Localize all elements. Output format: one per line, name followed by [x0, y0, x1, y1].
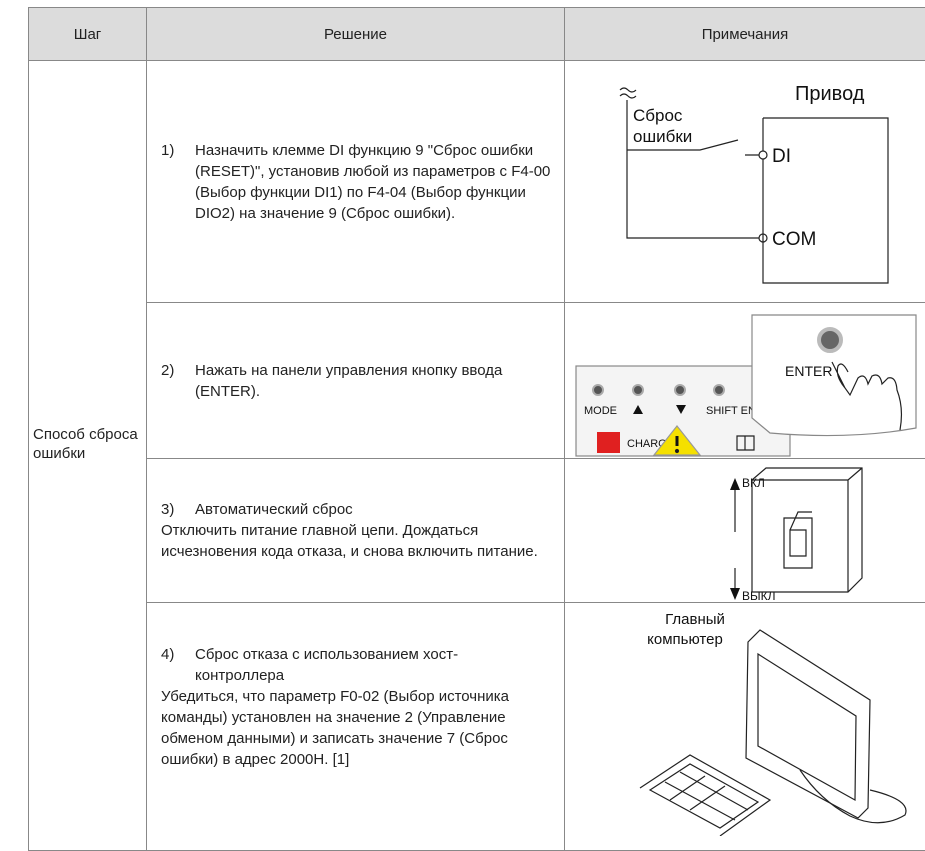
solution-cell: 2) Нажать на панели управления кнопку вво… [147, 303, 565, 459]
item-title: Нажать на панели управления кнопку ввода… [195, 361, 503, 400]
note-cell [565, 459, 925, 603]
item-number: 1) [161, 141, 175, 159]
header-cell: Решение [147, 7, 565, 61]
drive-figure: Привод Сброс ошибки DI COM [619, 83, 889, 284]
item: 3) Автоматический сброс [161, 499, 552, 520]
item-text: Отключить питание главной цепи. Дождатьс… [161, 522, 538, 560]
drive-com: COM [772, 229, 816, 250]
note-cell [565, 61, 925, 303]
computer-label: компьютер [647, 631, 723, 648]
item: 4) Сброс отказа с использованием хост-кон… [161, 644, 552, 686]
step-text: Способ сброса ошибки [33, 425, 138, 462]
header-text: Решение [323, 25, 388, 43]
item-text: Убедиться, что параметр F0-02 (Выбор ист… [161, 687, 510, 768]
item: 1) Назначить клемме DI функцию 9 "Сброс о… [161, 140, 552, 224]
item-title: Назначить клемме DI функцию 9 "Сброс оши… [195, 141, 551, 222]
solution-cell: 3) Автоматический сброс Отключить питание… [147, 459, 565, 603]
drive-label: ошибки [633, 127, 692, 146]
computer-figure: Главный компьютер [639, 611, 907, 836]
header-text: Примечания [701, 25, 789, 43]
header-text: Шаг [73, 25, 102, 43]
solution-cell: 4) Сброс отказа с использованием хост-кон… [147, 603, 565, 851]
drive-label: Сброс [633, 106, 683, 125]
panel-enter: ENTER [785, 363, 832, 379]
switch-off: ВЫКЛ [742, 589, 776, 603]
item-number: 4) [161, 645, 175, 663]
drive-di: DI [772, 146, 791, 167]
drive-title: Привод [795, 83, 865, 105]
item-number: 2) [161, 361, 175, 379]
switch-figure: ВКЛ ВЫКЛ [730, 467, 863, 603]
panel-label: MODE [584, 405, 617, 417]
item-title: Автоматический сброс [195, 501, 353, 518]
item-number: 3) [161, 501, 175, 518]
solution-cell: 1) Назначить клемме DI функцию 9 "Сброс о… [147, 61, 565, 303]
header-cell: Шаг [28, 7, 147, 61]
item-title: Сброс отказа с использованием хост-контр… [195, 645, 459, 684]
computer-label: Главный [665, 611, 725, 628]
panel-figure: MODE SHIFT ENTER CHARGE ENTER [575, 314, 917, 457]
note-cell [565, 303, 925, 459]
header-cell: Примечания [565, 7, 925, 61]
item: 2) Нажать на панели управления кнопку вво… [161, 360, 552, 402]
